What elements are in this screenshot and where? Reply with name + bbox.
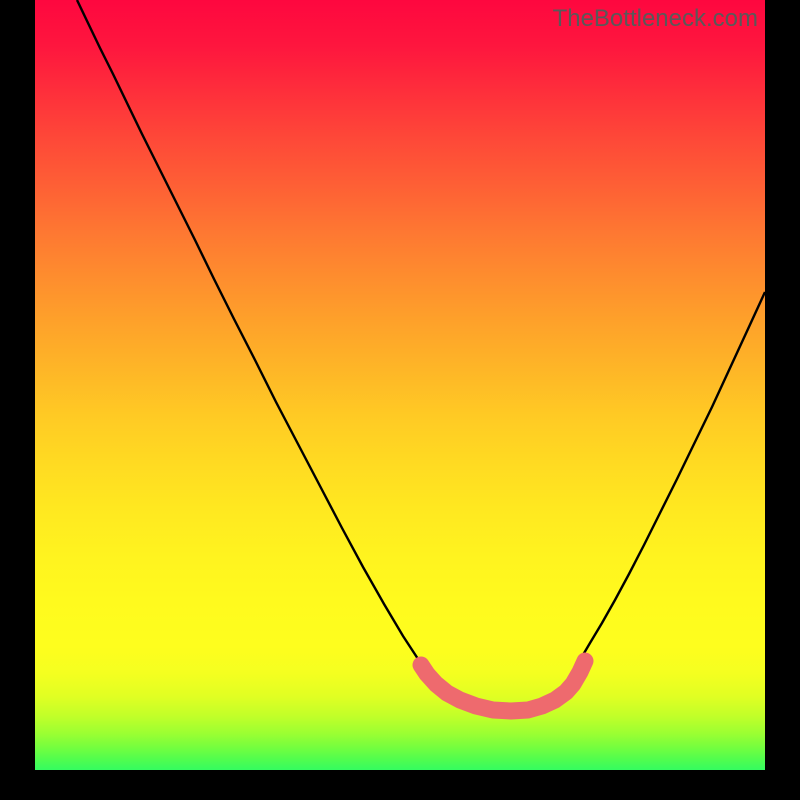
gradient-background: [35, 0, 765, 770]
frame-border-right: [765, 0, 800, 800]
chart-stage: TheBottleneck.com: [0, 0, 800, 800]
chart-svg: [0, 0, 800, 800]
frame-border-left: [0, 0, 35, 800]
ascending-curve-right: [580, 292, 765, 660]
descending-curve-left: [77, 0, 420, 662]
frame-border-bottom: [0, 770, 800, 800]
watermark-text: TheBottleneck.com: [553, 5, 758, 33]
bottom-highlight-strip: [421, 661, 585, 711]
